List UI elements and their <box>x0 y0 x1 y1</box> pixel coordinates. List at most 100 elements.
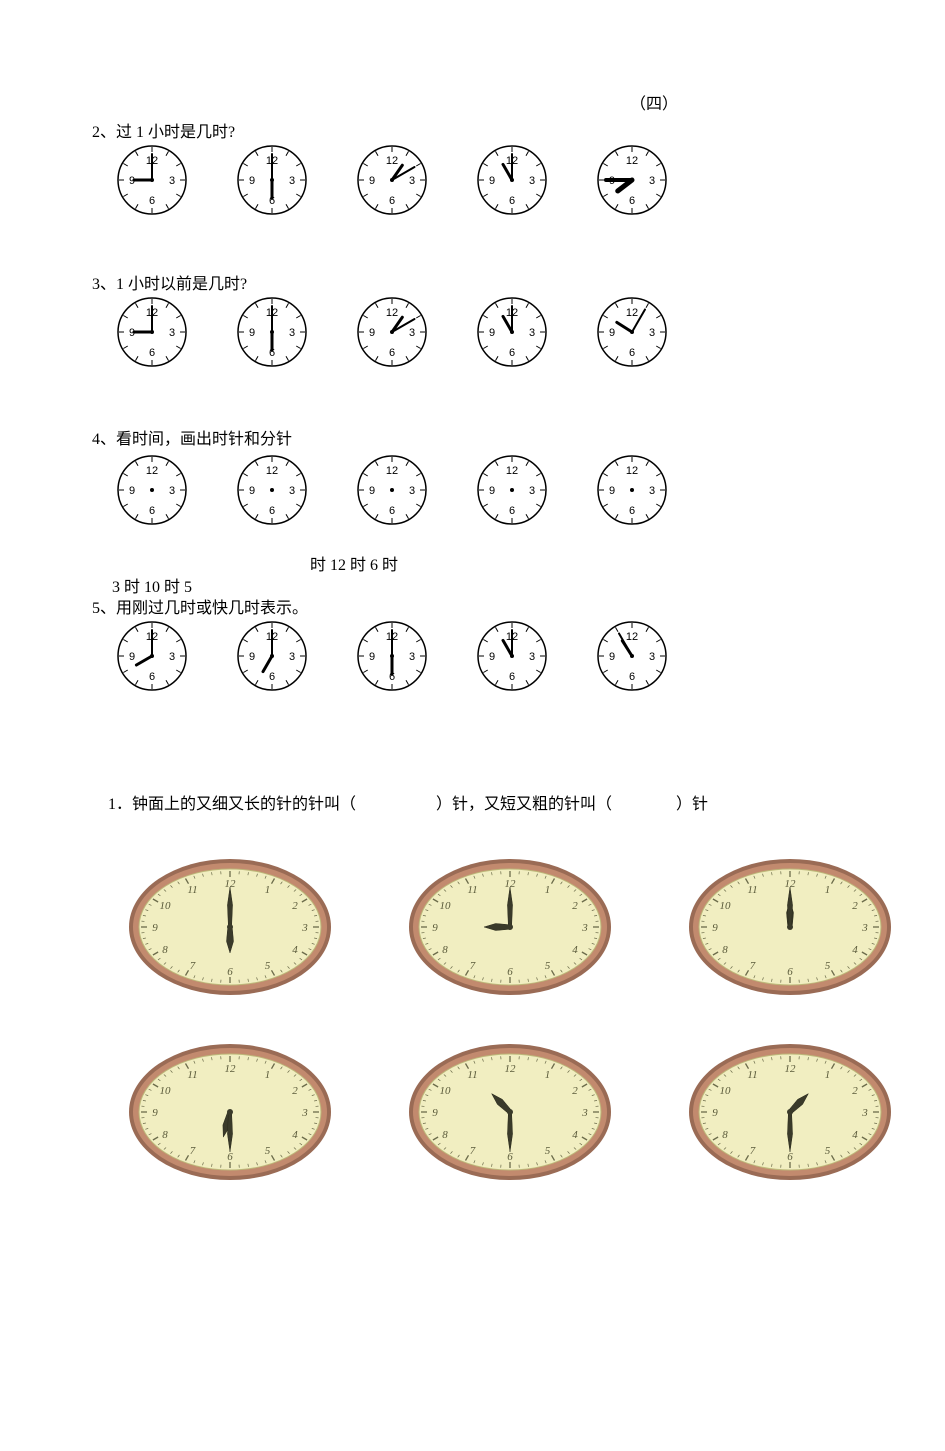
oval-clock-cell: 123456789101112 <box>405 855 615 999</box>
svg-text:8: 8 <box>442 944 448 956</box>
svg-text:3: 3 <box>301 922 308 934</box>
oval-clock-cell: 123456789101112 <box>125 855 335 999</box>
svg-text:2: 2 <box>572 900 578 912</box>
clock-icon: 36912 <box>594 142 670 218</box>
svg-text:3: 3 <box>529 327 535 339</box>
svg-text:3: 3 <box>649 651 655 663</box>
svg-text:11: 11 <box>467 884 477 896</box>
clock-icon: 36912 <box>594 294 670 370</box>
q3-clock-row: 3691236912369123691236912 <box>92 294 692 370</box>
clock-cell: 36912 <box>332 618 452 694</box>
svg-text:9: 9 <box>609 651 615 663</box>
svg-text:12: 12 <box>626 155 638 167</box>
svg-text:9: 9 <box>369 651 375 663</box>
clock-icon: 36912 <box>474 294 550 370</box>
clock-cell: 36912 <box>212 618 332 694</box>
svg-text:9: 9 <box>369 485 375 497</box>
clock-cell: 36912 <box>572 452 692 528</box>
svg-text:1: 1 <box>825 1069 831 1081</box>
svg-text:6: 6 <box>787 1151 793 1163</box>
svg-text:6: 6 <box>227 966 233 978</box>
clock-cell: 36912 <box>452 618 572 694</box>
clock-cell: 36912 <box>212 294 332 370</box>
svg-text:11: 11 <box>467 1069 477 1081</box>
svg-text:2: 2 <box>852 900 858 912</box>
clock-cell: 36912 <box>452 142 572 218</box>
svg-text:10: 10 <box>440 900 452 912</box>
q3-text: 3、1 小时以前是几时? <box>92 270 247 294</box>
svg-text:12: 12 <box>505 1063 517 1075</box>
clock-icon: 36912 <box>354 142 430 218</box>
clock-cell: 36912 <box>452 452 572 528</box>
oval-clock-icon: 123456789101112 <box>405 1040 615 1184</box>
svg-text:9: 9 <box>129 651 135 663</box>
svg-text:1: 1 <box>265 884 271 896</box>
svg-text:9: 9 <box>369 327 375 339</box>
svg-text:6: 6 <box>629 505 635 517</box>
svg-text:10: 10 <box>160 1085 172 1097</box>
svg-text:11: 11 <box>747 884 757 896</box>
svg-text:4: 4 <box>292 944 298 956</box>
clock-icon: 36912 <box>114 142 190 218</box>
svg-text:6: 6 <box>389 195 395 207</box>
oval-clock-icon: 123456789101112 <box>125 855 335 999</box>
svg-text:6: 6 <box>787 966 793 978</box>
svg-text:6: 6 <box>509 505 515 517</box>
clock-cell: 36912 <box>92 294 212 370</box>
clock-cell: 36912 <box>332 142 452 218</box>
svg-text:6: 6 <box>507 1151 513 1163</box>
svg-text:12: 12 <box>386 307 398 319</box>
svg-text:3: 3 <box>529 651 535 663</box>
svg-text:2: 2 <box>572 1085 578 1097</box>
svg-text:6: 6 <box>149 671 155 683</box>
svg-text:6: 6 <box>149 347 155 359</box>
oval-clock-icon: 123456789101112 <box>405 855 615 999</box>
svg-text:9: 9 <box>609 327 615 339</box>
svg-text:10: 10 <box>440 1085 452 1097</box>
svg-text:7: 7 <box>470 1145 476 1157</box>
svg-text:1: 1 <box>825 884 831 896</box>
svg-text:6: 6 <box>389 505 395 517</box>
svg-text:5: 5 <box>265 960 271 972</box>
clock-icon: 36912 <box>234 294 310 370</box>
clock-cell: 36912 <box>452 294 572 370</box>
svg-text:5: 5 <box>825 1145 831 1157</box>
clock-icon: 36912 <box>114 294 190 370</box>
clock-cell: 36912 <box>572 294 692 370</box>
svg-text:10: 10 <box>160 900 172 912</box>
svg-text:9: 9 <box>489 327 495 339</box>
clock-icon: 36912 <box>114 618 190 694</box>
oval-clock-cell: 123456789101112 <box>685 1040 895 1184</box>
clock-icon: 36912 <box>354 294 430 370</box>
svg-text:7: 7 <box>750 1145 756 1157</box>
clock-icon: 36912 <box>234 452 310 528</box>
svg-text:1: 1 <box>545 884 551 896</box>
svg-text:2: 2 <box>292 1085 298 1097</box>
svg-text:3: 3 <box>289 651 295 663</box>
svg-text:12: 12 <box>266 465 278 477</box>
q5-clock-row: 3691236912369123691236912 <box>92 618 692 694</box>
svg-text:12: 12 <box>146 465 158 477</box>
svg-text:7: 7 <box>190 1145 196 1157</box>
svg-text:9: 9 <box>432 1107 438 1119</box>
oval-clock-icon: 123456789101112 <box>685 855 895 999</box>
svg-text:11: 11 <box>187 1069 197 1081</box>
svg-text:12: 12 <box>225 1063 237 1075</box>
svg-text:4: 4 <box>292 1129 298 1141</box>
clock-cell: 36912 <box>92 618 212 694</box>
svg-text:3: 3 <box>529 175 535 187</box>
svg-text:9: 9 <box>152 1107 158 1119</box>
oval-clock-icon: 123456789101112 <box>685 1040 895 1184</box>
svg-text:12: 12 <box>386 465 398 477</box>
svg-text:11: 11 <box>187 884 197 896</box>
svg-text:3: 3 <box>409 327 415 339</box>
svg-text:10: 10 <box>720 1085 732 1097</box>
svg-text:3: 3 <box>649 485 655 497</box>
svg-text:9: 9 <box>249 485 255 497</box>
clock-icon: 36912 <box>354 452 430 528</box>
svg-text:6: 6 <box>509 671 515 683</box>
svg-text:8: 8 <box>162 944 168 956</box>
clock-icon: 36912 <box>234 142 310 218</box>
svg-text:12: 12 <box>386 155 398 167</box>
svg-text:3: 3 <box>581 1107 588 1119</box>
